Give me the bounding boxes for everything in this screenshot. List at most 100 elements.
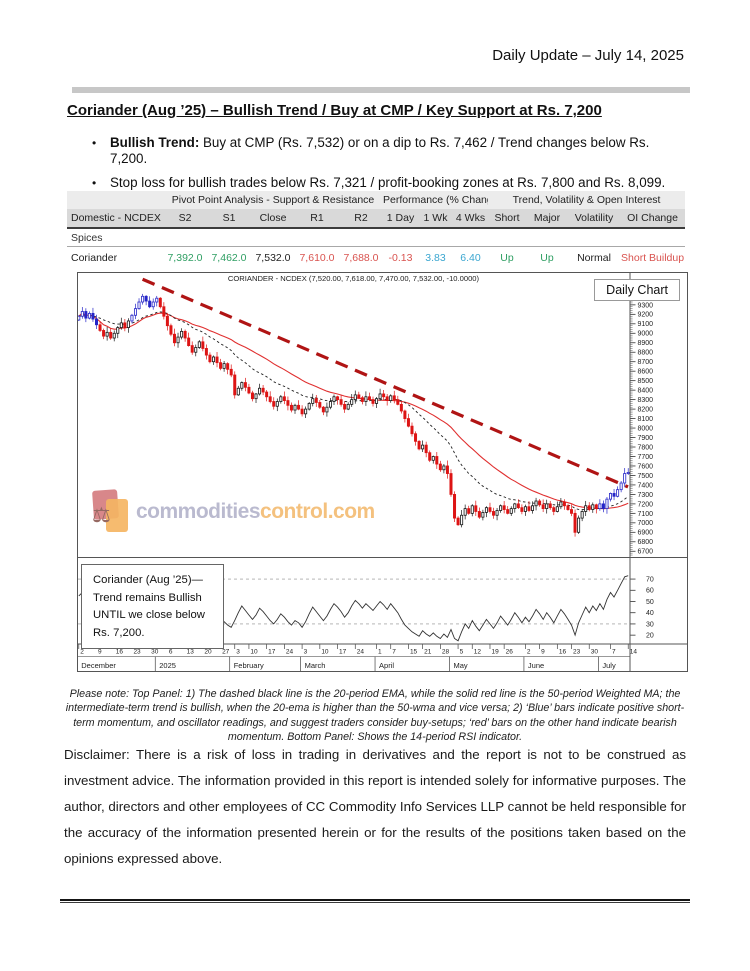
table-cell: 7,392.0 <box>167 252 203 264</box>
group-header-performance: Performance (% Change) <box>383 191 489 209</box>
svg-text:April: April <box>379 661 394 670</box>
svg-text:9200: 9200 <box>638 312 654 319</box>
column-header: Short <box>488 209 527 229</box>
bullet-item: • Bullish Trend: Buy at CMP (Rs. 7,532) … <box>92 135 688 167</box>
footer-divider <box>60 899 690 903</box>
svg-text:19: 19 <box>491 649 499 656</box>
svg-text:8900: 8900 <box>638 340 654 347</box>
svg-text:16: 16 <box>116 649 124 656</box>
svg-text:1: 1 <box>378 649 382 656</box>
svg-text:23: 23 <box>573 649 581 656</box>
svg-text:9: 9 <box>98 649 102 656</box>
column-header: Major <box>526 209 569 229</box>
svg-text:9300: 9300 <box>638 302 654 309</box>
svg-text:50: 50 <box>646 599 654 606</box>
svg-text:3: 3 <box>304 649 308 656</box>
svg-text:14: 14 <box>630 649 638 656</box>
svg-text:7300: 7300 <box>638 492 654 499</box>
svg-text:7200: 7200 <box>638 501 654 508</box>
svg-text:7400: 7400 <box>638 482 654 489</box>
disclaimer-text: Disclaimer: There is a risk of loss in t… <box>64 747 686 866</box>
column-header: 1 Wk <box>418 209 454 229</box>
svg-text:March: March <box>305 661 326 670</box>
group-header-trend: Trend, Volatility & Open Interest <box>488 191 686 209</box>
table-cell: 7,688.0 <box>343 252 379 264</box>
table-cell: 6.40 <box>460 252 481 264</box>
balance-scale-icon: ⚖ <box>92 504 111 527</box>
table-cell: Up <box>540 252 554 264</box>
table-cell: Up <box>500 252 514 264</box>
svg-text:2: 2 <box>527 649 531 656</box>
page-title: Coriander (Aug ’25) – Bullish Trend / Bu… <box>67 102 602 119</box>
svg-text:28: 28 <box>442 649 450 656</box>
table-cell <box>67 191 163 209</box>
svg-text:June: June <box>528 661 544 670</box>
svg-text:7: 7 <box>612 649 616 656</box>
table-cell: Normal <box>577 252 611 264</box>
watermark-text-1: commodities <box>136 500 261 523</box>
svg-text:3: 3 <box>236 649 240 656</box>
bullet-text: Stop loss for bullish trades below Rs. 7… <box>110 174 666 190</box>
svg-text:10: 10 <box>321 649 329 656</box>
svg-text:7500: 7500 <box>638 473 654 480</box>
svg-text:December: December <box>81 661 116 670</box>
svg-text:8000: 8000 <box>638 425 654 432</box>
svg-text:7: 7 <box>392 649 396 656</box>
chart-canvas: 6700 6800 6900 7000 7100 7200 7300 7400 7500 7600… <box>77 272 688 672</box>
column-header: OI Change <box>620 209 686 229</box>
svg-text:17: 17 <box>339 649 347 656</box>
svg-text:7700: 7700 <box>638 454 654 461</box>
svg-text:2025: 2025 <box>159 661 176 670</box>
svg-text:July: July <box>602 661 616 670</box>
price-chart: 6700 6800 6900 7000 7100 7200 7300 7400 7500 7600… <box>77 272 688 672</box>
column-header: R2 <box>339 209 384 229</box>
column-header: S2 <box>163 209 207 229</box>
svg-text:CORIANDER - NCDEX (7,520.00, 7: CORIANDER - NCDEX (7,520.00, 7,618.00, 7… <box>228 274 480 283</box>
pivot-table: Pivot Point Analysis - Support & Resista… <box>67 191 686 267</box>
svg-text:20: 20 <box>646 633 654 640</box>
svg-text:9000: 9000 <box>638 331 654 338</box>
svg-text:8400: 8400 <box>638 388 654 395</box>
svg-text:30: 30 <box>151 649 159 656</box>
svg-text:10: 10 <box>250 649 258 656</box>
svg-text:8800: 8800 <box>638 350 654 357</box>
svg-text:7000: 7000 <box>638 520 654 527</box>
bullet-icon: • <box>92 136 97 150</box>
svg-text:8700: 8700 <box>638 359 654 366</box>
table-cell: 7,532.0 <box>255 252 291 264</box>
svg-text:9100: 9100 <box>638 321 654 328</box>
bullet-item: • Stop loss for bullish trades below Rs.… <box>92 175 688 191</box>
group-header-pivot: Pivot Point Analysis - Support & Resista… <box>163 191 384 209</box>
svg-text:7600: 7600 <box>638 463 654 470</box>
chart-annotation-box: Coriander (Aug ’25)— Trend remains Bulli… <box>81 564 224 650</box>
summary-bullets: • Bullish Trend: Buy at CMP (Rs. 7,532) … <box>92 135 688 198</box>
column-header: Close <box>251 209 295 229</box>
svg-text:24: 24 <box>286 649 294 656</box>
svg-text:6800: 6800 <box>638 539 654 546</box>
table-group-header-row: Pivot Point Analysis - Support & Resista… <box>67 191 686 209</box>
table-cell: -0.13 <box>388 252 413 264</box>
table-cell: 7,610.0 <box>299 252 335 264</box>
svg-text:February: February <box>234 661 264 670</box>
svg-text:20: 20 <box>204 649 212 656</box>
column-header: R1 <box>295 209 339 229</box>
section-label: Spices <box>67 228 686 247</box>
svg-text:24: 24 <box>357 649 365 656</box>
svg-text:40: 40 <box>646 610 654 617</box>
svg-text:8500: 8500 <box>638 378 654 385</box>
svg-text:6700: 6700 <box>638 549 654 556</box>
svg-text:26: 26 <box>506 649 514 656</box>
svg-text:30: 30 <box>591 649 599 656</box>
column-header: 4 Wks <box>453 209 489 229</box>
svg-text:30: 30 <box>646 621 654 628</box>
svg-text:70: 70 <box>646 576 654 583</box>
svg-text:8200: 8200 <box>638 407 654 414</box>
daily-chart-badge: Daily Chart <box>594 279 680 301</box>
bullet-text: Bullish Trend: Buy at CMP (Rs. 7,532) or… <box>110 135 650 166</box>
svg-text:16: 16 <box>559 649 567 656</box>
table-cell: Short Buildup <box>621 252 685 264</box>
svg-text:6900: 6900 <box>638 530 654 537</box>
table-cell: 7,462.0 <box>211 252 247 264</box>
watermark-text-2: control.com <box>260 500 375 523</box>
